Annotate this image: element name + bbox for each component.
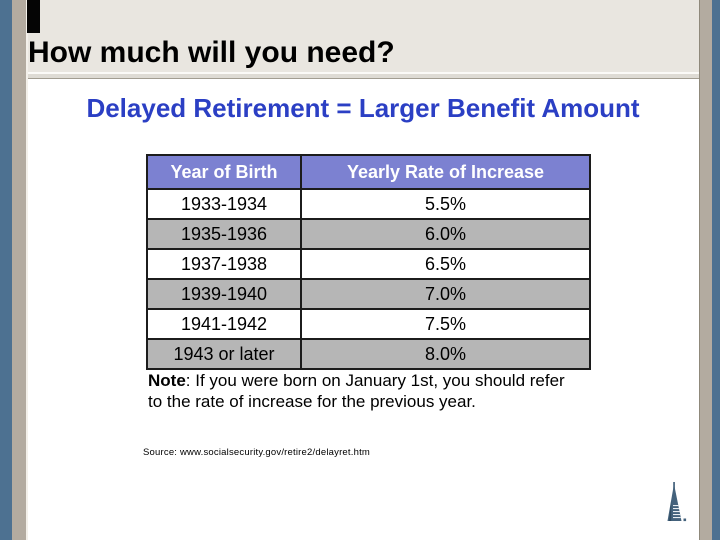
header-yearly-rate: Yearly Rate of Increase	[300, 154, 591, 190]
left-blue-edge-strip	[0, 0, 12, 540]
title-bar	[28, 0, 699, 72]
title-divider-line	[28, 72, 699, 79]
note-text: Note: If you were born on January 1st, y…	[148, 371, 572, 412]
cell-rate: 6.0%	[300, 218, 591, 250]
table-row: 1939-1940 7.0%	[146, 278, 591, 310]
note-label: Note	[148, 371, 186, 390]
right-blue-edge-strip	[712, 0, 720, 540]
rate-of-increase-table: Year of Birth Yearly Rate of Increase 19…	[146, 154, 591, 370]
header-year-of-birth: Year of Birth	[146, 154, 302, 190]
left-tan-edge-strip	[12, 0, 28, 540]
cell-rate: 8.0%	[300, 338, 591, 370]
table-row: 1933-1934 5.5%	[146, 188, 591, 220]
table-row: 1941-1942 7.5%	[146, 308, 591, 340]
tower-building-logo-icon	[660, 482, 690, 522]
table-header-row: Year of Birth Yearly Rate of Increase	[146, 154, 591, 190]
cell-year: 1943 or later	[146, 338, 302, 370]
cell-year: 1941-1942	[146, 308, 302, 340]
table-row: 1943 or later 8.0%	[146, 338, 591, 370]
slide-subtitle: Delayed Retirement = Larger Benefit Amou…	[86, 93, 640, 123]
cell-year: 1935-1936	[146, 218, 302, 250]
table-row: 1935-1936 6.0%	[146, 218, 591, 250]
top-left-black-mark	[27, 0, 40, 33]
note-body: : If you were born on January 1st, you s…	[148, 371, 565, 411]
table-row: 1937-1938 6.5%	[146, 248, 591, 280]
cell-rate: 5.5%	[300, 188, 591, 220]
cell-rate: 6.5%	[300, 248, 591, 280]
cell-year: 1939-1940	[146, 278, 302, 310]
cell-rate: 7.0%	[300, 278, 591, 310]
source-citation: Source: www.socialsecurity.gov/retire2/d…	[143, 447, 371, 458]
right-tan-edge-strip	[699, 0, 713, 540]
cell-year: 1937-1938	[146, 248, 302, 280]
page-title: How much will you need?	[28, 36, 395, 69]
cell-rate: 7.5%	[300, 308, 591, 340]
cell-year: 1933-1934	[146, 188, 302, 220]
